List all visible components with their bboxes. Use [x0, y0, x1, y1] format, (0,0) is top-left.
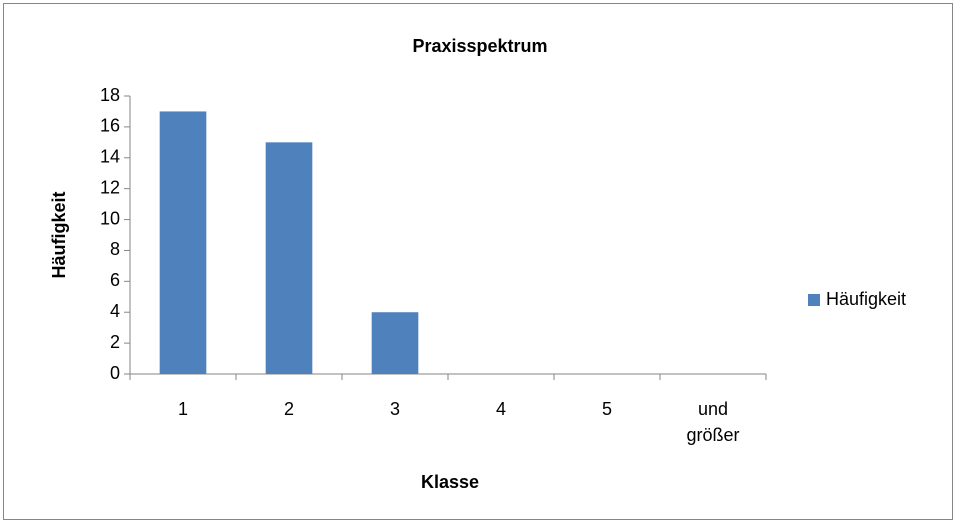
y-tick-label: 16: [100, 116, 120, 136]
y-tick-label: 12: [100, 177, 120, 197]
y-tick-label: 0: [110, 363, 120, 383]
x-tick-label: 5: [602, 399, 612, 419]
bar: [159, 111, 207, 374]
y-tick-label: 10: [100, 208, 120, 228]
y-tick-label: 14: [100, 147, 120, 167]
chart-border: [3, 3, 953, 520]
legend-swatch: [808, 294, 820, 306]
y-tick-label: 2: [110, 332, 120, 352]
y-tick-label: 8: [110, 239, 120, 259]
x-tick-label: 1: [178, 399, 188, 419]
y-axis-label: Häufigkeit: [49, 191, 69, 278]
chart-title: Praxisspektrum: [412, 36, 547, 56]
x-tick-label: 4: [496, 399, 506, 419]
legend-label: Häufigkeit: [826, 289, 906, 309]
x-axis-label: Klasse: [421, 472, 479, 492]
x-tick-label: 2: [284, 399, 294, 419]
bar: [265, 142, 313, 374]
bar: [371, 312, 419, 374]
y-tick-label: 18: [100, 85, 120, 105]
y-tick-label: 4: [110, 301, 120, 321]
y-tick-label: 6: [110, 270, 120, 290]
x-tick-label: und größer: [686, 399, 739, 445]
x-tick-label: 3: [390, 399, 400, 419]
